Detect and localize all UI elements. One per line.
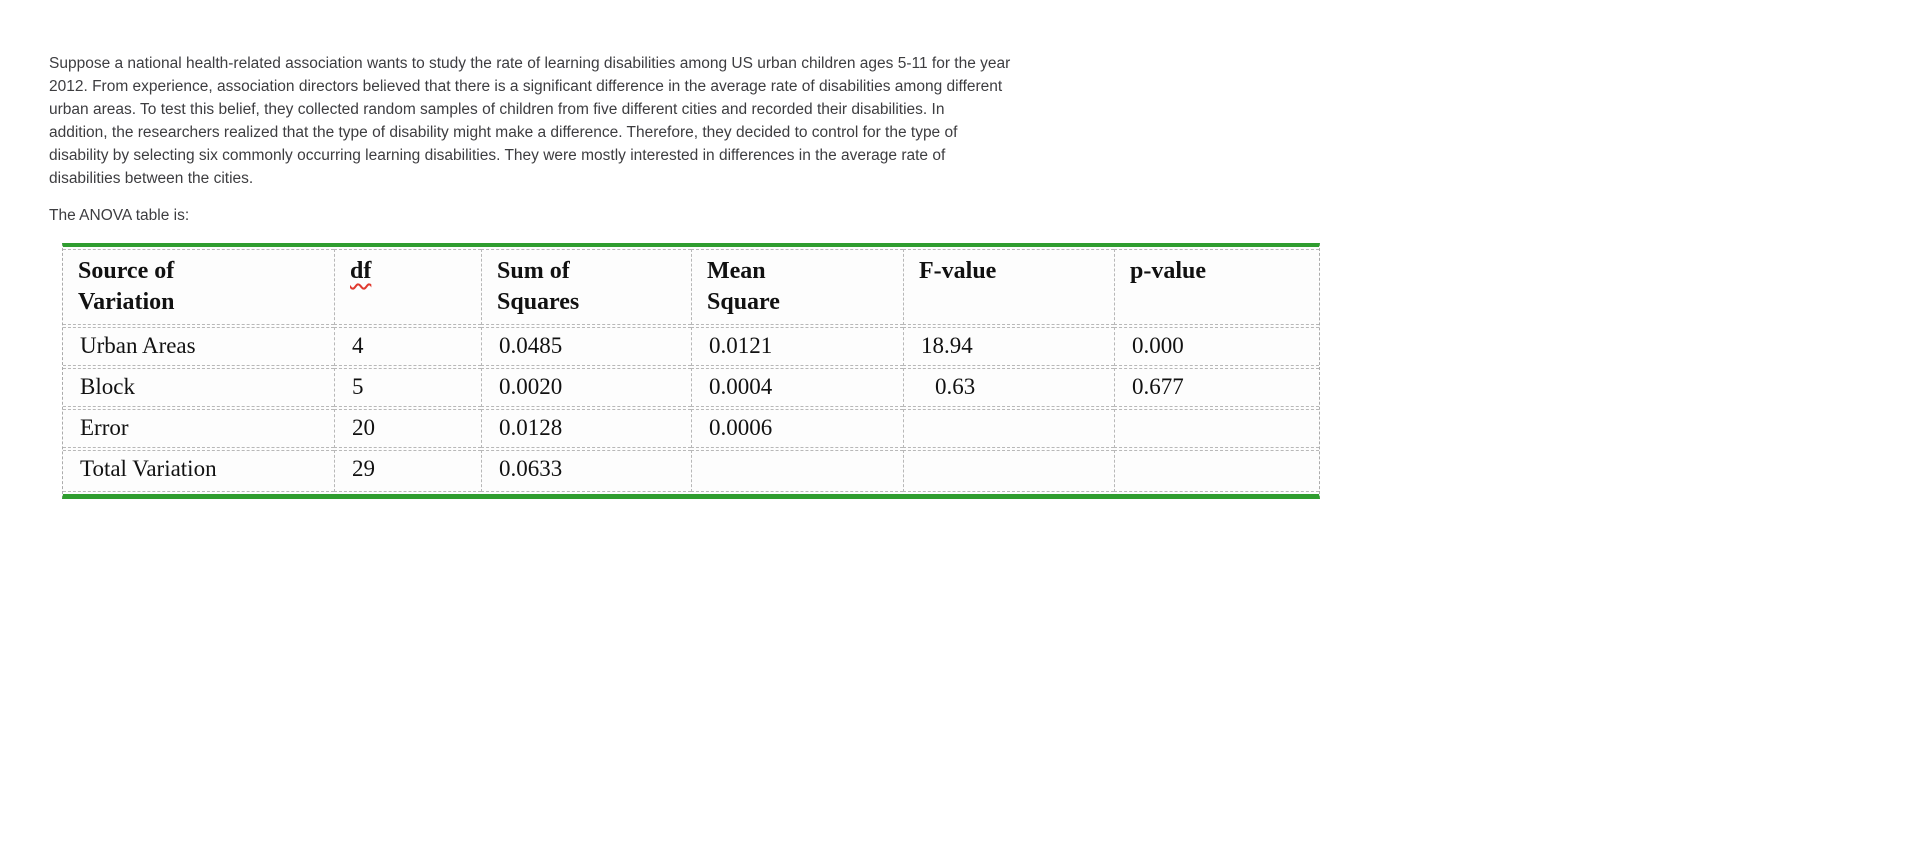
anova-table-caption: The ANOVA table is: — [49, 207, 190, 224]
cell-f-value: 18.94 — [903, 327, 1114, 366]
anova-header-row: Source of Variation df Sum of Squares Me… — [63, 249, 1319, 325]
anova-table: Source of Variation df Sum of Squares Me… — [62, 243, 1320, 499]
cell-p-value: 0.000 — [1114, 327, 1319, 366]
cell-df: 5 — [334, 368, 481, 407]
header-f-value: F-value — [903, 249, 1114, 325]
cell-sum-of-squares: 0.0020 — [481, 368, 691, 407]
cell-sum-of-squares: 0.0485 — [481, 327, 691, 366]
cell-df: 20 — [334, 409, 481, 448]
table-row-urban-areas: Urban Areas 4 0.0485 0.0121 18.94 0.000 — [63, 327, 1319, 366]
cell-f-value — [903, 409, 1114, 448]
cell-mean-square: 0.0004 — [691, 368, 903, 407]
header-mean-square: Mean Square — [691, 249, 903, 325]
cell-p-value — [1114, 450, 1319, 492]
table-row-block: Block 5 0.0020 0.0004 0.63 0.677 — [63, 368, 1319, 407]
cell-source: Block — [63, 368, 334, 407]
cell-f-value — [903, 450, 1114, 492]
cell-mean-square — [691, 450, 903, 492]
cell-p-value — [1114, 409, 1319, 448]
cell-p-value: 0.677 — [1114, 368, 1319, 407]
df-spellcheck-underline: df — [350, 258, 372, 284]
cell-sum-of-squares: 0.0633 — [481, 450, 691, 492]
header-source-of-variation: Source of Variation — [63, 249, 334, 325]
question-text-line: Suppose a national health-related associ… — [49, 55, 1011, 72]
question-text-line: addition, the researchers realized that … — [49, 124, 958, 141]
header-p-value: p-value — [1114, 249, 1319, 325]
question-text-line: 2012. From experience, association direc… — [49, 78, 1003, 95]
question-text-line: disabilities between the cities. — [49, 170, 254, 187]
question-text: Suppose a national health-related associ… — [49, 52, 1320, 190]
table-row-error: Error 20 0.0128 0.0006 — [63, 409, 1319, 448]
question-text-line: disability by selecting six commonly occ… — [49, 147, 946, 164]
cell-source: Error — [63, 409, 334, 448]
cell-mean-square: 0.0121 — [691, 327, 903, 366]
question-text-line: urban areas. To test this belief, they c… — [49, 101, 945, 118]
cell-f-value: 0.63 — [903, 368, 1114, 407]
cell-source: Total Variation — [63, 450, 334, 492]
table-row-total-variation: Total Variation 29 0.0633 — [63, 450, 1319, 492]
cell-df: 4 — [334, 327, 481, 366]
header-sum-of-squares: Sum of Squares — [481, 249, 691, 325]
header-df: df — [334, 249, 481, 325]
question-content: Suppose a national health-related associ… — [49, 52, 1320, 499]
cell-source: Urban Areas — [63, 327, 334, 366]
cell-sum-of-squares: 0.0128 — [481, 409, 691, 448]
cell-df: 29 — [334, 450, 481, 492]
cell-mean-square: 0.0006 — [691, 409, 903, 448]
